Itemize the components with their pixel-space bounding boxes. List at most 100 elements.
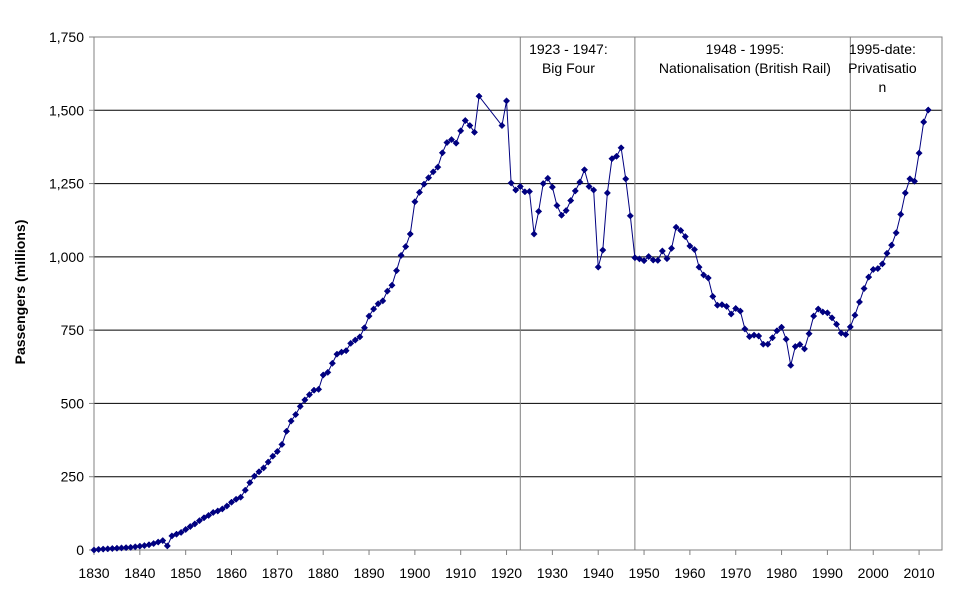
data-point <box>690 245 699 254</box>
y-tick-label: 250 <box>61 469 85 485</box>
data-point <box>264 458 272 466</box>
x-tick-label: 1980 <box>766 565 797 581</box>
data-point <box>910 177 919 185</box>
data-point <box>700 271 708 279</box>
grid-lines <box>94 109 942 478</box>
data-point <box>525 187 534 196</box>
data-point <box>402 243 410 251</box>
x-axis-tick-labels: 1830 1840 1850 1860 1870 1880 1890 1900 1910 1920… <box>78 550 935 581</box>
y-tick-label: 1,250 <box>49 176 84 192</box>
data-point <box>645 253 653 261</box>
y-axis-tick-labels: 0 250 500 750 1,000 1,250 1,500 1,750 <box>49 29 94 558</box>
data-point <box>250 472 258 480</box>
data-point <box>429 168 437 176</box>
y-tick-label: 1,750 <box>49 29 84 45</box>
data-point <box>502 97 511 105</box>
data-point <box>837 329 845 337</box>
data-point <box>603 189 611 197</box>
x-tick-label: 1890 <box>353 565 384 581</box>
x-tick-label: 1990 <box>812 565 843 581</box>
data-point <box>608 155 616 163</box>
data-point <box>878 260 886 268</box>
x-tick-label: 1940 <box>583 565 614 581</box>
y-tick-label: 500 <box>61 395 85 411</box>
data-point <box>924 106 932 114</box>
x-tick-label: 1930 <box>537 565 568 581</box>
data-point <box>539 180 547 188</box>
data-point <box>576 178 584 186</box>
era-divider-lines <box>519 37 851 550</box>
data-point <box>246 479 254 487</box>
data-point <box>301 396 309 404</box>
data-point <box>668 244 676 252</box>
data-point <box>434 163 442 171</box>
data-point <box>755 332 763 340</box>
data-point <box>915 149 923 157</box>
data-point <box>388 281 396 289</box>
data-point <box>796 340 804 349</box>
data-point <box>452 139 460 147</box>
data-point <box>548 183 556 191</box>
x-tick-label: 1880 <box>308 565 339 581</box>
era-label: Nationalisation (British Rail) <box>659 60 831 76</box>
data-point <box>227 498 236 506</box>
y-tick-label: 1,000 <box>49 249 84 265</box>
y-axis-title: Passengers (millions) <box>12 220 28 365</box>
data-point <box>888 241 896 249</box>
data-point <box>461 116 469 125</box>
data-point <box>622 175 630 183</box>
data-point <box>585 182 593 191</box>
data-point <box>282 427 291 435</box>
data-point <box>635 255 644 263</box>
data-point <box>855 298 864 306</box>
data-point <box>599 246 607 254</box>
data-point <box>356 333 364 341</box>
y-tick-label: 750 <box>61 322 85 338</box>
data-point <box>865 273 873 281</box>
data-point <box>640 257 648 265</box>
era-label: 1923 - 1947: <box>529 41 608 57</box>
data-point <box>677 226 685 235</box>
data-point <box>860 284 868 293</box>
data-point <box>507 179 515 187</box>
data-point <box>920 118 928 126</box>
data-point <box>319 371 327 379</box>
data-point <box>617 144 625 152</box>
data-point <box>516 182 524 191</box>
x-tick-label: 1920 <box>491 565 522 581</box>
data-point <box>278 440 286 449</box>
data-point <box>411 198 419 206</box>
data-point <box>823 309 831 317</box>
data-point <box>305 391 313 399</box>
data-point <box>273 447 281 456</box>
x-tick-label: 2010 <box>904 565 935 581</box>
data-point <box>260 464 268 472</box>
data-point <box>287 417 295 425</box>
data-point <box>177 528 185 536</box>
data-point <box>846 323 854 331</box>
x-tick-label: 2000 <box>858 565 889 581</box>
data-point <box>695 263 703 271</box>
data-point <box>897 210 905 218</box>
x-tick-label: 1860 <box>216 565 247 581</box>
data-point <box>223 502 231 510</box>
data-point <box>241 486 249 494</box>
data-point <box>626 212 634 220</box>
data-point <box>447 136 456 144</box>
data-point <box>379 297 387 305</box>
y-tick-label: 1,500 <box>49 102 84 118</box>
data-point <box>415 188 424 196</box>
data-point <box>218 505 226 513</box>
data-point <box>457 127 465 135</box>
data-point <box>851 311 859 319</box>
data-point <box>443 138 451 147</box>
x-tick-label: 1850 <box>170 565 201 581</box>
data-point <box>365 312 373 320</box>
data-point <box>590 186 598 194</box>
era-label: 1948 - 1995: <box>706 41 785 57</box>
data-point <box>874 265 882 273</box>
data-point <box>649 256 657 264</box>
data-point <box>347 339 355 347</box>
data-point <box>571 187 579 195</box>
data-point <box>406 230 414 238</box>
